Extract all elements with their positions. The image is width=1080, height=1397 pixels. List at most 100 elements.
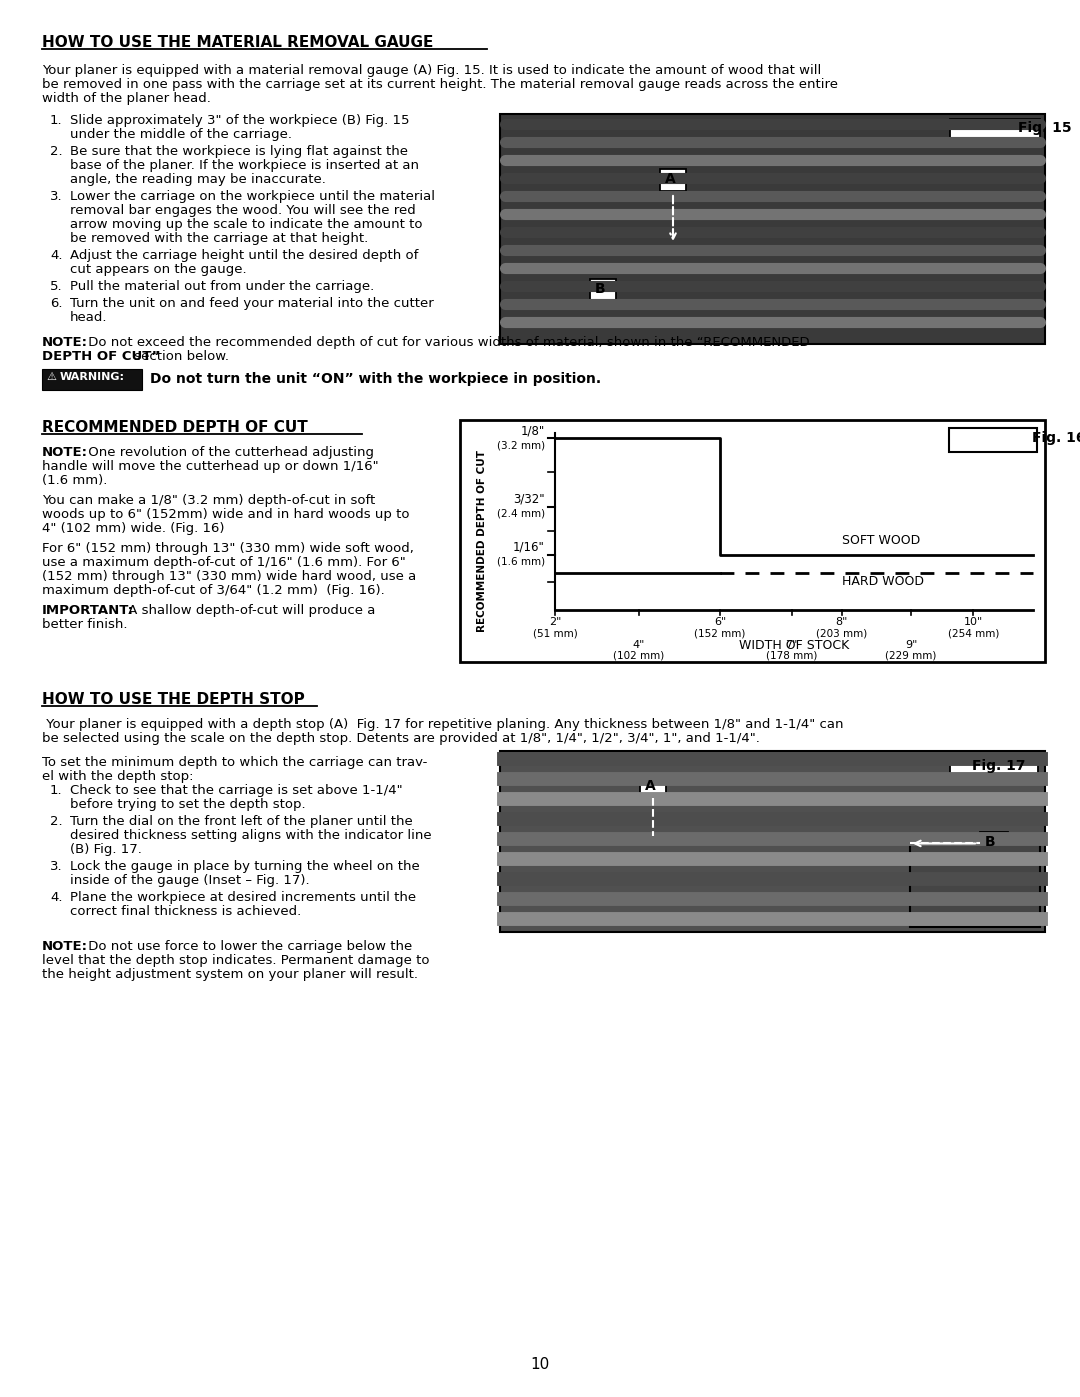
- Text: Turn the dial on the front left of the planer until the: Turn the dial on the front left of the p…: [70, 814, 413, 828]
- Text: WIDTH OF STOCK: WIDTH OF STOCK: [739, 638, 849, 652]
- Text: handle will move the cutterhead up or down 1/16": handle will move the cutterhead up or do…: [42, 460, 379, 474]
- Text: A: A: [645, 780, 656, 793]
- Text: To set the minimum depth to which the carriage can trav-: To set the minimum depth to which the ca…: [42, 756, 428, 768]
- Text: 4": 4": [633, 640, 645, 650]
- Text: 1/16": 1/16": [513, 541, 545, 555]
- Text: RECOMMENDED DEPTH OF CUT: RECOMMENDED DEPTH OF CUT: [42, 420, 308, 434]
- Text: Fig. 16: Fig. 16: [1032, 432, 1080, 446]
- Text: Be sure that the workpiece is lying flat against the: Be sure that the workpiece is lying flat…: [70, 145, 408, 158]
- Bar: [590, 279, 616, 300]
- Text: You can make a 1/8" (3.2 mm) depth-of-cut in soft: You can make a 1/8" (3.2 mm) depth-of-cu…: [42, 495, 375, 507]
- Text: before trying to set the depth stop.: before trying to set the depth stop.: [70, 798, 306, 812]
- Text: 2": 2": [549, 617, 562, 627]
- Text: (203 mm): (203 mm): [816, 629, 867, 638]
- Text: (1.6 mm): (1.6 mm): [497, 557, 545, 567]
- Text: 10": 10": [963, 617, 983, 627]
- Text: 8": 8": [836, 617, 848, 627]
- Text: the height adjustment system on your planer will result.: the height adjustment system on your pla…: [42, 968, 418, 981]
- Bar: [910, 837, 1040, 928]
- Text: arrow moving up the scale to indicate the amount to: arrow moving up the scale to indicate th…: [70, 218, 422, 231]
- Text: 2.: 2.: [50, 814, 63, 828]
- Text: 5.: 5.: [50, 279, 63, 293]
- Text: (2.4 mm): (2.4 mm): [497, 509, 545, 518]
- Text: SOFT WOOD: SOFT WOOD: [841, 534, 920, 548]
- Text: HARD WOOD: HARD WOOD: [841, 576, 923, 588]
- Text: A shallow depth-of-cut will produce a: A shallow depth-of-cut will produce a: [124, 604, 376, 617]
- Text: DEPTH OF CUT”: DEPTH OF CUT”: [42, 351, 160, 363]
- Text: Adjust the carriage height until the desired depth of: Adjust the carriage height until the des…: [70, 249, 418, 263]
- Text: woods up to 6" (152mm) wide and in hard woods up to: woods up to 6" (152mm) wide and in hard …: [42, 509, 409, 521]
- Text: base of the planer. If the workpiece is inserted at an: base of the planer. If the workpiece is …: [70, 159, 419, 172]
- Text: RECOMMENDED DEPTH OF CUT: RECOMMENDED DEPTH OF CUT: [477, 450, 487, 631]
- Text: cut appears on the gauge.: cut appears on the gauge.: [70, 263, 246, 277]
- Text: 1.: 1.: [50, 784, 63, 798]
- Text: A: A: [665, 172, 676, 186]
- Text: Fig. 17: Fig. 17: [972, 759, 1026, 773]
- Text: (152 mm): (152 mm): [694, 629, 745, 638]
- Text: NOTE:: NOTE:: [42, 446, 87, 460]
- Text: el with the depth stop:: el with the depth stop:: [42, 770, 193, 782]
- Text: desired thickness setting aligns with the indicator line: desired thickness setting aligns with th…: [70, 828, 432, 842]
- Text: (3.2 mm): (3.2 mm): [497, 440, 545, 450]
- Text: WARNING:: WARNING:: [60, 372, 125, 381]
- Bar: [500, 752, 1045, 932]
- Text: (152 mm) through 13" (330 mm) wide hard wood, use a: (152 mm) through 13" (330 mm) wide hard …: [42, 570, 416, 583]
- Text: ⚠: ⚠: [46, 372, 56, 381]
- Text: width of the planer head.: width of the planer head.: [42, 92, 211, 105]
- Text: 1.: 1.: [50, 115, 63, 127]
- Text: angle, the reading may be inaccurate.: angle, the reading may be inaccurate.: [70, 173, 326, 186]
- Text: 7": 7": [785, 640, 798, 650]
- Text: 10: 10: [530, 1356, 550, 1372]
- Text: be removed in one pass with the carriage set at its current height. The material: be removed in one pass with the carriage…: [42, 78, 838, 91]
- Text: (B) Fig. 17.: (B) Fig. 17.: [70, 842, 141, 856]
- Text: Lower the carriage on the workpiece until the material: Lower the carriage on the workpiece unti…: [70, 190, 435, 203]
- Text: use a maximum depth-of-cut of 1/16" (1.6 mm). For 6": use a maximum depth-of-cut of 1/16" (1.6…: [42, 556, 406, 569]
- Text: 1/8": 1/8": [521, 425, 545, 437]
- Text: (254 mm): (254 mm): [947, 629, 999, 638]
- Text: 9": 9": [905, 640, 917, 650]
- Text: maximum depth-of-cut of 3/64" (1.2 mm)  (Fig. 16).: maximum depth-of-cut of 3/64" (1.2 mm) (…: [42, 584, 384, 597]
- Text: section below.: section below.: [130, 351, 229, 363]
- Text: under the middle of the carriage.: under the middle of the carriage.: [70, 129, 292, 141]
- Text: removal bar engages the wood. You will see the red: removal bar engages the wood. You will s…: [70, 204, 416, 217]
- Text: correct final thickness is achieved.: correct final thickness is achieved.: [70, 905, 301, 918]
- Text: B: B: [985, 835, 996, 849]
- Text: Turn the unit on and feed your material into the cutter: Turn the unit on and feed your material …: [70, 298, 434, 310]
- Text: 3.: 3.: [50, 190, 63, 203]
- Text: be removed with the carriage at that height.: be removed with the carriage at that hei…: [70, 232, 368, 244]
- Text: level that the depth stop indicates. Permanent damage to: level that the depth stop indicates. Per…: [42, 954, 430, 967]
- Bar: [980, 833, 1008, 855]
- Text: Your planer is equipped with a material removal gauge (A) Fig. 15. It is used to: Your planer is equipped with a material …: [42, 64, 821, 77]
- Text: Do not exceed the recommended depth of cut for various widths of material, shown: Do not exceed the recommended depth of c…: [84, 337, 810, 349]
- Text: HOW TO USE THE MATERIAL REMOVAL GAUGE: HOW TO USE THE MATERIAL REMOVAL GAUGE: [42, 35, 433, 50]
- Text: For 6" (152 mm) through 13" (330 mm) wide soft wood,: For 6" (152 mm) through 13" (330 mm) wid…: [42, 542, 414, 555]
- Text: Plane the workpiece at desired increments until the: Plane the workpiece at desired increment…: [70, 891, 416, 904]
- Bar: [500, 115, 1045, 344]
- Text: (1.6 mm).: (1.6 mm).: [42, 474, 107, 488]
- Text: Fig. 15: Fig. 15: [1018, 122, 1071, 136]
- Text: Lock the gauge in place by turning the wheel on the: Lock the gauge in place by turning the w…: [70, 861, 420, 873]
- Text: Slide approximately 3" of the workpiece (B) Fig. 15: Slide approximately 3" of the workpiece …: [70, 115, 409, 127]
- Text: (102 mm): (102 mm): [613, 650, 664, 659]
- Text: 6": 6": [714, 617, 726, 627]
- Text: head.: head.: [70, 312, 108, 324]
- Text: (229 mm): (229 mm): [886, 650, 936, 659]
- Bar: [950, 756, 1038, 778]
- Text: One revolution of the cutterhead adjusting: One revolution of the cutterhead adjusti…: [84, 446, 374, 460]
- Text: (178 mm): (178 mm): [766, 650, 818, 659]
- Text: HOW TO USE THE DEPTH STOP: HOW TO USE THE DEPTH STOP: [42, 692, 305, 707]
- Text: 4.: 4.: [50, 891, 63, 904]
- Text: 2.: 2.: [50, 145, 63, 158]
- Text: Do not use force to lower the carriage below the: Do not use force to lower the carriage b…: [84, 940, 413, 953]
- Bar: [460, 420, 1045, 662]
- Text: be selected using the scale on the depth stop. Detents are provided at 1/8", 1/4: be selected using the scale on the depth…: [42, 732, 760, 745]
- Text: Your planer is equipped with a depth stop (A)  Fig. 17 for repetitive planing. A: Your planer is equipped with a depth sto…: [42, 718, 843, 731]
- Text: 6.: 6.: [50, 298, 63, 310]
- Text: NOTE:: NOTE:: [42, 940, 87, 953]
- Text: B: B: [595, 282, 606, 296]
- Text: IMPORTANT:: IMPORTANT:: [42, 604, 134, 617]
- Text: inside of the gauge (Inset – Fig. 17).: inside of the gauge (Inset – Fig. 17).: [70, 875, 310, 887]
- Text: Do not turn the unit “ON” with the workpiece in position.: Do not turn the unit “ON” with the workp…: [150, 372, 602, 386]
- Text: (51 mm): (51 mm): [532, 629, 578, 638]
- Bar: [42, 369, 141, 390]
